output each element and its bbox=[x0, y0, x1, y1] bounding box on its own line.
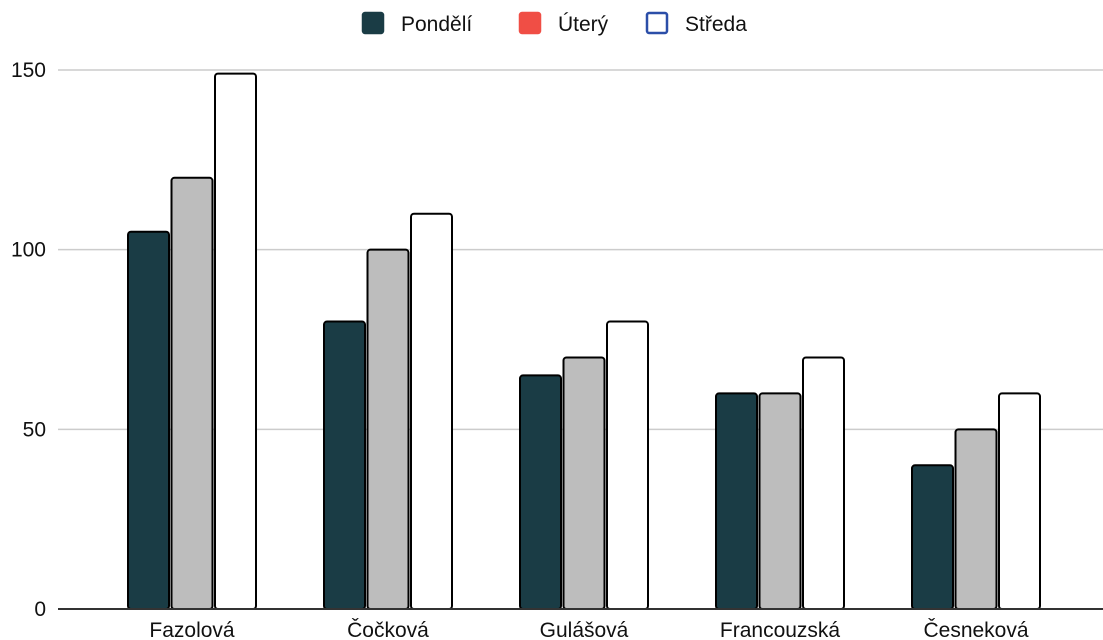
legend-item-utery[interactable]: Úterý bbox=[518, 11, 609, 36]
bar-cesnekova-pondeli[interactable] bbox=[911, 464, 954, 610]
bar-fazolova-pondeli[interactable] bbox=[127, 230, 170, 610]
legend-item-streda[interactable]: Středa bbox=[645, 11, 747, 36]
bar-cesnekova-streda[interactable] bbox=[998, 392, 1041, 610]
legend-label: Úterý bbox=[558, 13, 609, 36]
bar-gulasova-pondeli[interactable] bbox=[519, 374, 562, 610]
x-axis-category-labels: Fazolová Čočková Gulášová Francouzská Česnek… bbox=[149, 619, 1028, 640]
y-tick-label: 0 bbox=[34, 598, 46, 621]
legend-swatch bbox=[518, 11, 542, 35]
y-tick-label: 100 bbox=[11, 239, 46, 262]
legend-label: Pondělí bbox=[401, 13, 472, 36]
bar-francouzska-streda[interactable] bbox=[802, 356, 845, 611]
bar-gulasova-streda[interactable] bbox=[606, 320, 649, 610]
x-category-label: Čočková bbox=[347, 619, 429, 640]
bars bbox=[127, 72, 1041, 611]
legend-label: Středa bbox=[685, 13, 747, 36]
bar-francouzska-pondeli[interactable] bbox=[715, 392, 758, 610]
bar-cockova-pondeli[interactable] bbox=[323, 320, 366, 610]
bar-fazolova-streda[interactable] bbox=[214, 72, 257, 611]
x-category-label: Francouzská bbox=[720, 619, 841, 640]
x-category-label: Česneková bbox=[923, 619, 1028, 640]
bar-cesnekova-utery[interactable] bbox=[954, 428, 998, 611]
legend-swatch bbox=[361, 11, 385, 35]
bar-francouzska-utery[interactable] bbox=[758, 392, 802, 610]
y-tick-label: 50 bbox=[23, 418, 46, 441]
bar-cockova-utery[interactable] bbox=[366, 248, 410, 611]
x-category-label: Fazolová bbox=[149, 619, 235, 640]
legend-swatch bbox=[645, 11, 669, 35]
bar-cockova-streda[interactable] bbox=[410, 212, 453, 610]
legend-item-pondeli[interactable]: Pondělí bbox=[361, 11, 472, 36]
bar-fazolova-utery[interactable] bbox=[170, 176, 214, 611]
y-axis-tick-labels: 0 50 100 150 bbox=[11, 59, 46, 621]
y-tick-label: 150 bbox=[11, 59, 46, 82]
legend[interactable]: Pondělí Úterý Středa bbox=[361, 11, 747, 36]
x-category-label: Gulášová bbox=[540, 619, 629, 640]
bar-gulasova-utery[interactable] bbox=[562, 356, 606, 611]
